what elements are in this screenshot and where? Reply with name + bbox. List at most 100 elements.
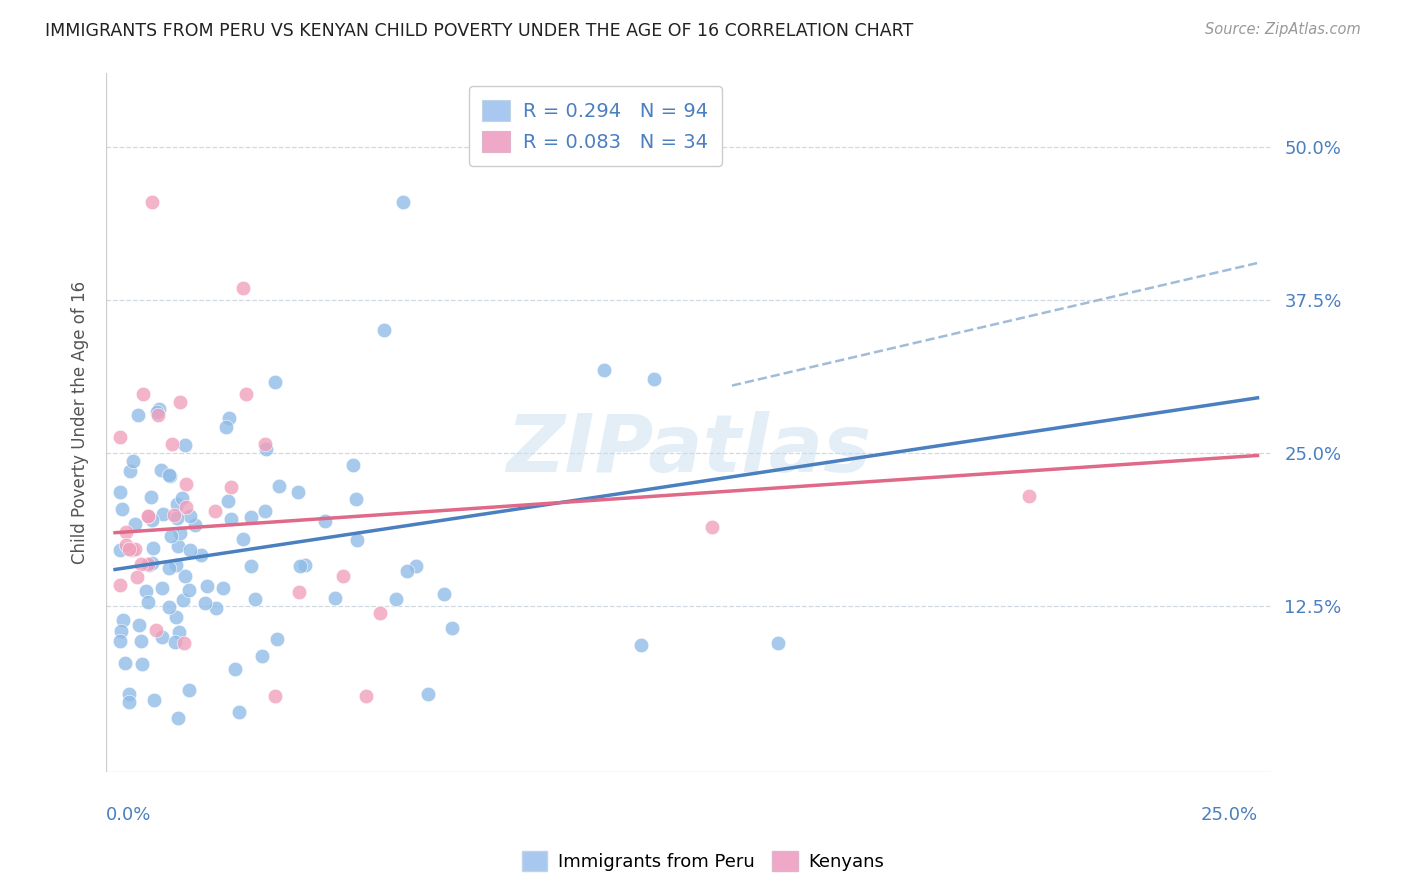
Immigrants from Peru (124, 516, 146, 531)
Immigrants from Peru (136, 595, 159, 609)
Immigrants from Peru (243, 591, 266, 606)
Immigrants from Peru (143, 693, 166, 707)
Immigrants from Peru (344, 491, 367, 506)
Immigrants from Peru (267, 479, 290, 493)
Immigrants from Peru (179, 682, 201, 697)
Immigrants from Peru (142, 541, 165, 555)
Immigrants from Peru (766, 636, 789, 650)
Immigrants from Peru (250, 648, 273, 663)
Immigrants from Peru (184, 517, 207, 532)
Kenyans (146, 408, 169, 422)
Immigrants from Peru (122, 454, 145, 468)
Immigrants from Peru (195, 579, 218, 593)
Immigrants from Peru (131, 634, 153, 648)
Immigrants from Peru (392, 194, 415, 209)
Immigrants from Peru (167, 539, 190, 553)
Immigrants from Peru (157, 561, 180, 575)
Immigrants from Peru (294, 558, 316, 572)
Immigrants from Peru (174, 569, 197, 583)
Immigrants from Peru (287, 485, 309, 500)
Text: IMMIGRANTS FROM PERU VS KENYAN CHILD POVERTY UNDER THE AGE OF 16 CORRELATION CHA: IMMIGRANTS FROM PERU VS KENYAN CHILD POV… (45, 22, 914, 40)
Immigrants from Peru (215, 420, 238, 434)
Kenyans (163, 508, 186, 523)
Immigrants from Peru (149, 463, 172, 477)
Immigrants from Peru (219, 512, 242, 526)
Immigrants from Peru (179, 583, 201, 598)
Immigrants from Peru (228, 705, 250, 719)
Text: Source: ZipAtlas.com: Source: ZipAtlas.com (1205, 22, 1361, 37)
Immigrants from Peru (118, 687, 141, 701)
Immigrants from Peru (110, 624, 132, 639)
Immigrants from Peru (232, 532, 254, 546)
Immigrants from Peru (314, 514, 336, 528)
Immigrants from Peru (163, 635, 186, 649)
Immigrants from Peru (170, 491, 193, 505)
Legend: Immigrants from Peru, Kenyans: Immigrants from Peru, Kenyans (515, 844, 891, 879)
Immigrants from Peru (593, 362, 616, 376)
Immigrants from Peru (342, 458, 364, 472)
Kenyans (254, 437, 277, 451)
Kenyans (264, 689, 287, 703)
Immigrants from Peru (146, 405, 169, 419)
Kenyans (235, 387, 257, 401)
Immigrants from Peru (148, 402, 170, 417)
Immigrants from Peru (118, 695, 141, 709)
Immigrants from Peru (157, 468, 180, 483)
Immigrants from Peru (253, 504, 276, 518)
Kenyans (132, 386, 155, 401)
Immigrants from Peru (218, 410, 240, 425)
Legend: R = 0.294   N = 94, R = 0.083   N = 34: R = 0.294 N = 94, R = 0.083 N = 34 (468, 87, 721, 166)
Immigrants from Peru (211, 581, 233, 595)
Immigrants from Peru (240, 559, 263, 574)
Immigrants from Peru (165, 610, 187, 624)
Kenyans (114, 538, 136, 552)
Kenyans (219, 480, 242, 494)
Immigrants from Peru (323, 591, 346, 605)
Text: ZIPatlas: ZIPatlas (506, 411, 872, 490)
Kenyans (136, 557, 159, 571)
Immigrants from Peru (256, 442, 278, 456)
Immigrants from Peru (224, 662, 246, 676)
Immigrants from Peru (166, 511, 188, 525)
Immigrants from Peru (239, 510, 262, 524)
Immigrants from Peru (166, 497, 188, 511)
Kenyans (169, 395, 191, 409)
Kenyans (141, 194, 163, 209)
Immigrants from Peru (166, 711, 188, 725)
Immigrants from Peru (172, 592, 194, 607)
Immigrants from Peru (266, 632, 288, 647)
Immigrants from Peru (169, 625, 191, 640)
Immigrants from Peru (194, 596, 217, 610)
Immigrants from Peru (150, 581, 173, 595)
Immigrants from Peru (395, 564, 418, 578)
Immigrants from Peru (179, 543, 201, 558)
Immigrants from Peru (108, 633, 131, 648)
Kenyans (136, 509, 159, 524)
Immigrants from Peru (385, 591, 408, 606)
Immigrants from Peru (141, 556, 163, 570)
Immigrants from Peru (373, 323, 395, 337)
Kenyans (160, 436, 183, 450)
Kenyans (173, 636, 195, 650)
Kenyans (108, 430, 131, 444)
Immigrants from Peru (205, 601, 228, 615)
Immigrants from Peru (416, 687, 439, 701)
Kenyans (700, 520, 723, 534)
Immigrants from Peru (179, 508, 201, 523)
Immigrants from Peru (630, 639, 652, 653)
Immigrants from Peru (217, 494, 239, 508)
Kenyans (332, 569, 354, 583)
Text: 25.0%: 25.0% (1201, 806, 1257, 824)
Immigrants from Peru (108, 485, 131, 500)
Immigrants from Peru (131, 657, 153, 671)
Immigrants from Peru (127, 408, 149, 422)
Kenyans (174, 476, 197, 491)
Immigrants from Peru (173, 438, 195, 452)
Immigrants from Peru (440, 621, 463, 635)
Immigrants from Peru (114, 656, 136, 670)
Immigrants from Peru (169, 526, 191, 541)
Kenyans (131, 558, 153, 572)
Kenyans (115, 525, 138, 540)
Kenyans (145, 624, 167, 638)
Kenyans (138, 508, 160, 523)
